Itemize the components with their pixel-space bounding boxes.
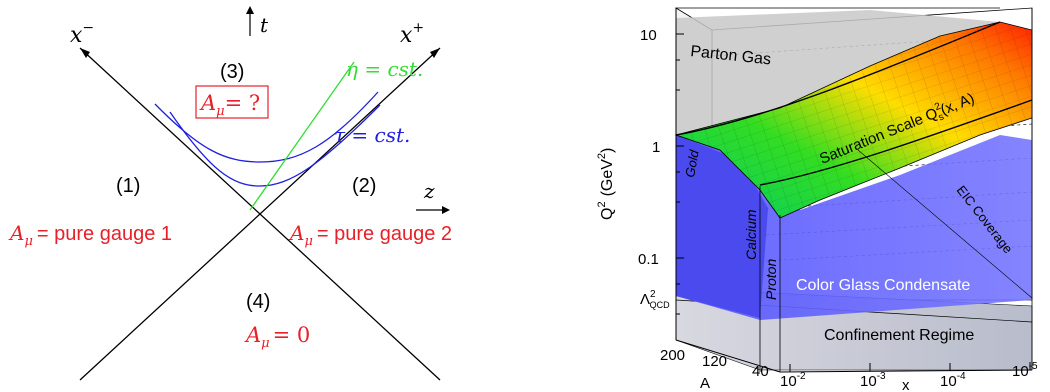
region-1-value: Aμ = pure gauge 1 (8, 221, 172, 249)
x-axis-title: x (902, 377, 910, 392)
light-cone-x-plus-line (79, 47, 441, 381)
z-axis-arrowhead (442, 206, 450, 214)
x-plus-arrowhead (430, 48, 440, 58)
tau-hyperbola-upper (154, 91, 379, 163)
saturation-scale-line (675, 21, 1001, 136)
lightcone-diagram: t z x− x+ η = cst. τ = cst. (3) Aμ= ? (1… (8, 6, 452, 381)
region-1-label: (1) (116, 175, 140, 197)
tau-label: τ = cst. (334, 123, 410, 147)
tau-hyperbola-lower (169, 104, 381, 187)
eta-label: η = cst. (346, 57, 423, 81)
eta-line (249, 61, 355, 211)
calcium-label: Calcium (743, 209, 759, 260)
saturation-3d-plot: 10 1 0.1 Λ2 QCD Q2(GeV2) 200 120 40 A 10-… (596, 7, 1038, 392)
x-axis-line (779, 369, 1033, 373)
y-axis-title: Q2(GeV2) (596, 148, 616, 220)
y-tick-0-1: 0.1 (638, 251, 659, 268)
y-ticks (676, 33, 684, 315)
x-tick-1e-2: 10-2 (780, 371, 806, 390)
saturation-scale-line-lower (759, 99, 1033, 186)
x-minus-label: x− (70, 20, 94, 48)
proton-label: Proton (763, 259, 779, 300)
y-tick-10: 10 (640, 27, 657, 44)
region-3-value: Aμ= ? (199, 91, 260, 119)
saturation-surface-mesh (676, 22, 1032, 218)
region-2-value: Aμ = pure gauge 2 (288, 221, 452, 249)
y-tick-1: 1 (652, 139, 660, 156)
t-axis-label: t (260, 13, 269, 37)
x-tick-1e-3: 10-3 (860, 371, 886, 390)
region-4-value: Aμ = 0 (244, 323, 310, 351)
region-4-label: (4) (246, 291, 270, 313)
region-3-label: (3) (220, 61, 244, 83)
t-axis-arrowhead (246, 6, 254, 14)
gold-label: Gold (682, 148, 702, 178)
region-3-box (195, 85, 269, 119)
a-tick-40: 40 (752, 363, 769, 380)
eic-coverage-edge (857, 149, 1033, 299)
x-tick-1e-5: 10-5 (1012, 361, 1038, 380)
a-axis-line (675, 339, 781, 373)
x-ticks (789, 362, 1031, 372)
a-tick-200: 200 (660, 347, 685, 364)
region-2-label: (2) (352, 175, 376, 197)
x-minus-arrowhead (80, 48, 90, 58)
x-plus-label: x+ (400, 20, 424, 48)
cgc-label: Color Glass Condensate (796, 277, 970, 294)
z-axis-label: z (423, 179, 435, 203)
confinement-label: Confinement Regime (824, 327, 974, 344)
a-tick-120: 120 (702, 353, 727, 370)
gold-slice-face (676, 135, 768, 318)
a-axis-title: A (700, 375, 710, 392)
x-tick-1e-4: 10-4 (940, 371, 966, 390)
lambda-qcd-label: Λ2 QCD (640, 289, 670, 310)
